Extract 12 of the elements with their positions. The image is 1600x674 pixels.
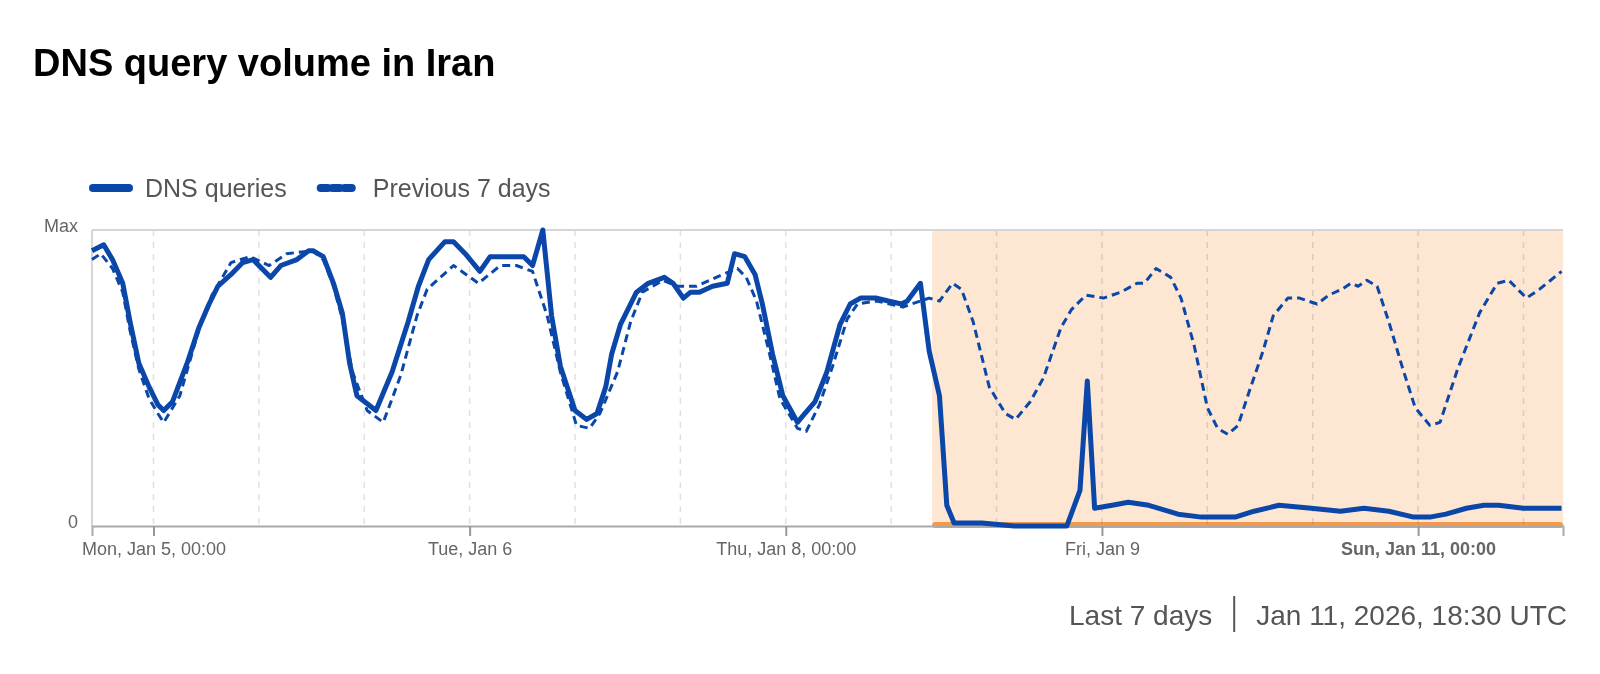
legend-label: DNS queries <box>145 174 287 202</box>
x-tick-label: Thu, Jan 8, 00:00 <box>716 538 857 559</box>
text: 0 <box>67 511 78 532</box>
text: Max <box>43 215 78 236</box>
legend-label: Previous 7 days <box>372 174 551 202</box>
x-tick-label: Fri, Jan 9 <box>1064 538 1140 559</box>
x-tick-label: Mon, Jan 5, 00:00 <box>81 538 227 559</box>
x-tick-label: Sun, Jan 11, 00:00 <box>1341 538 1497 559</box>
chart-title: DNS query volume in Iran <box>33 42 496 84</box>
text: Jan 11, 2026, 18:30 UTC <box>1256 600 1567 631</box>
text: Last 7 days <box>1069 600 1213 631</box>
x-tick-label: Tue, Jan 6 <box>427 538 513 559</box>
